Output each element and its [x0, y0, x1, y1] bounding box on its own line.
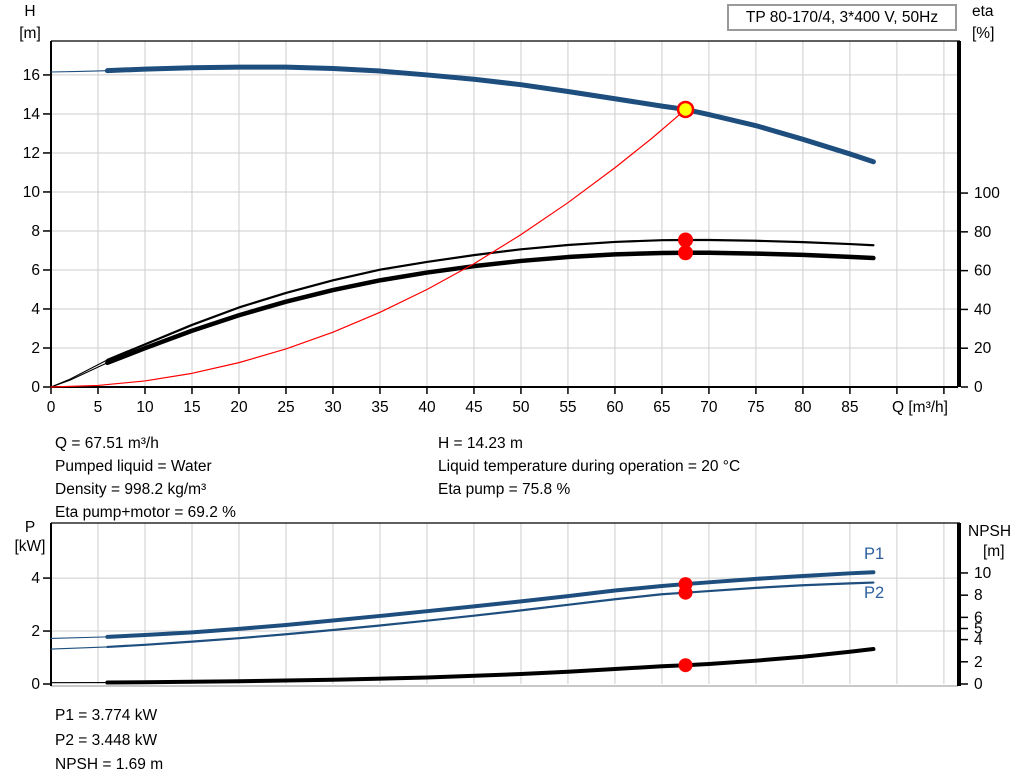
svg-text:4: 4 — [31, 570, 40, 587]
p2-value-line: P2 = 3.448 kW — [55, 731, 158, 749]
svg-text:2: 2 — [31, 340, 40, 357]
svg-text:40: 40 — [974, 301, 992, 318]
svg-text:0: 0 — [31, 676, 40, 693]
svg-text:55: 55 — [559, 399, 576, 416]
operating-data-right-column: H = 14.23 m Liquid temperature during op… — [438, 432, 740, 501]
svg-text:8: 8 — [974, 587, 983, 604]
svg-text:75: 75 — [747, 399, 764, 416]
svg-text:65: 65 — [653, 399, 670, 416]
svg-text:60: 60 — [606, 399, 624, 416]
svg-text:14: 14 — [23, 106, 41, 123]
svg-text:8: 8 — [31, 223, 40, 240]
svg-text:20: 20 — [974, 340, 992, 357]
power-npsh-data-column: P1 = 3.774 kW P2 = 3.448 kW NPSH = 1.69 … — [55, 704, 163, 778]
svg-text:10: 10 — [136, 399, 154, 416]
p1-value-line: P1 = 3.774 kW — [55, 707, 158, 724]
eta-pump-line: Eta pump = 75.8 % — [438, 481, 571, 498]
svg-text:eta: eta — [972, 3, 994, 20]
svg-text:[m]: [m] — [983, 543, 1005, 560]
liquid-temperature-line: Liquid temperature during operation = 20… — [438, 458, 741, 475]
svg-text:H: H — [24, 3, 35, 20]
svg-text:6: 6 — [974, 609, 983, 626]
svg-text:80: 80 — [794, 399, 812, 416]
svg-text:12: 12 — [23, 145, 40, 162]
svg-text:10: 10 — [974, 565, 992, 582]
svg-text:6: 6 — [31, 262, 40, 279]
svg-text:NPSH: NPSH — [968, 523, 1011, 540]
svg-text:100: 100 — [974, 185, 1000, 202]
svg-text:10: 10 — [23, 184, 41, 201]
svg-text:0: 0 — [974, 379, 983, 396]
svg-text:80: 80 — [974, 224, 992, 241]
svg-text:45: 45 — [465, 399, 482, 416]
svg-text:50: 50 — [512, 399, 530, 416]
npsh-value-line: NPSH = 1.69 m — [55, 756, 164, 773]
pumped-liquid-line: Pumped liquid = Water — [55, 458, 212, 475]
svg-text:2: 2 — [974, 654, 983, 671]
svg-text:0: 0 — [47, 399, 56, 416]
svg-text:30: 30 — [324, 399, 342, 416]
svg-text:0: 0 — [974, 676, 983, 693]
svg-text:[m]: [m] — [19, 25, 41, 42]
svg-text:0: 0 — [31, 379, 40, 396]
eta-pump-motor-line: Eta pump+motor = 69.2 % — [55, 504, 236, 521]
operating-data-left-column: Q = 67.51 m³/h Pumped liquid = Water Den… — [55, 432, 236, 524]
svg-text:25: 25 — [277, 399, 294, 416]
svg-text:85: 85 — [841, 399, 858, 416]
density-line: Density = 998.2 kg/m³ — [55, 481, 207, 498]
svg-text:P2: P2 — [864, 584, 884, 602]
svg-text:4: 4 — [31, 301, 40, 318]
svg-text:35: 35 — [371, 399, 388, 416]
svg-text:15: 15 — [183, 399, 200, 416]
svg-text:P1: P1 — [864, 545, 884, 563]
flow-value-line: Q = 67.51 m³/h — [55, 435, 159, 452]
svg-text:5: 5 — [94, 399, 103, 416]
svg-text:[%]: [%] — [972, 25, 994, 42]
svg-text:2: 2 — [31, 623, 40, 640]
svg-text:60: 60 — [974, 263, 992, 280]
svg-text:P: P — [25, 519, 35, 536]
svg-text:Q [m³/h]: Q [m³/h] — [892, 399, 948, 416]
svg-text:20: 20 — [230, 399, 248, 416]
head-value-line: H = 14.23 m — [438, 435, 523, 452]
svg-text:40: 40 — [418, 399, 436, 416]
svg-text:4: 4 — [974, 632, 983, 649]
svg-text:5: 5 — [974, 620, 983, 637]
pump-model-label: TP 80-170/4, 3*400 V, 50Hz — [745, 9, 939, 26]
pump-model-title-box: TP 80-170/4, 3*400 V, 50Hz — [727, 4, 957, 31]
svg-text:16: 16 — [23, 67, 40, 84]
svg-text:70: 70 — [700, 399, 718, 416]
svg-text:[kW]: [kW] — [15, 538, 46, 555]
